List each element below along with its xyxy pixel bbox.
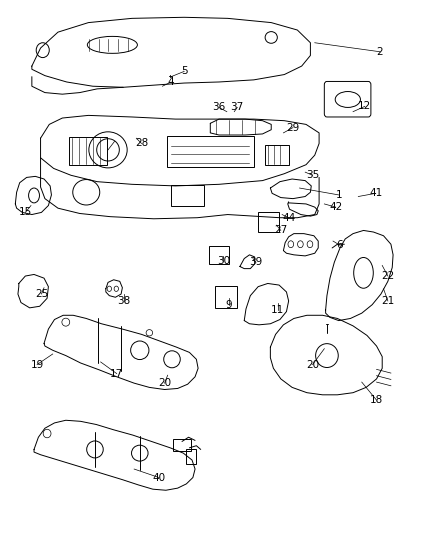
Bar bbox=[167, 136, 254, 167]
Text: 30: 30 bbox=[217, 256, 230, 266]
Bar bbox=[258, 212, 279, 232]
Text: 6: 6 bbox=[337, 240, 343, 251]
Text: 5: 5 bbox=[181, 67, 187, 76]
Text: 42: 42 bbox=[329, 202, 342, 212]
Bar bbox=[171, 185, 204, 206]
Bar bbox=[215, 286, 237, 308]
Bar bbox=[173, 439, 191, 451]
Text: 36: 36 bbox=[212, 102, 226, 112]
Text: 41: 41 bbox=[369, 188, 382, 198]
Text: 38: 38 bbox=[117, 296, 131, 306]
Text: 25: 25 bbox=[35, 289, 48, 299]
Text: 2: 2 bbox=[377, 47, 383, 56]
Text: 20: 20 bbox=[158, 378, 171, 388]
Bar bbox=[186, 449, 196, 464]
Text: 39: 39 bbox=[249, 257, 263, 267]
Text: 44: 44 bbox=[282, 213, 295, 223]
Text: 19: 19 bbox=[31, 360, 44, 369]
Text: 29: 29 bbox=[286, 123, 300, 133]
Text: 1: 1 bbox=[336, 190, 342, 200]
Text: 12: 12 bbox=[358, 101, 371, 111]
Text: 40: 40 bbox=[152, 473, 166, 482]
Text: 11: 11 bbox=[271, 305, 284, 315]
Bar bbox=[265, 144, 289, 165]
Bar bbox=[209, 246, 229, 264]
Text: 21: 21 bbox=[381, 296, 395, 306]
Text: 22: 22 bbox=[381, 271, 395, 281]
Text: 20: 20 bbox=[306, 360, 319, 369]
Text: 28: 28 bbox=[135, 139, 148, 149]
Text: 35: 35 bbox=[306, 171, 319, 180]
Text: 27: 27 bbox=[274, 225, 287, 236]
Text: 15: 15 bbox=[19, 207, 32, 217]
Text: 18: 18 bbox=[370, 395, 383, 405]
Text: 4: 4 bbox=[168, 77, 174, 87]
Text: 9: 9 bbox=[225, 300, 232, 310]
Bar bbox=[69, 137, 107, 165]
Text: 37: 37 bbox=[231, 102, 244, 112]
Text: 17: 17 bbox=[110, 369, 124, 378]
